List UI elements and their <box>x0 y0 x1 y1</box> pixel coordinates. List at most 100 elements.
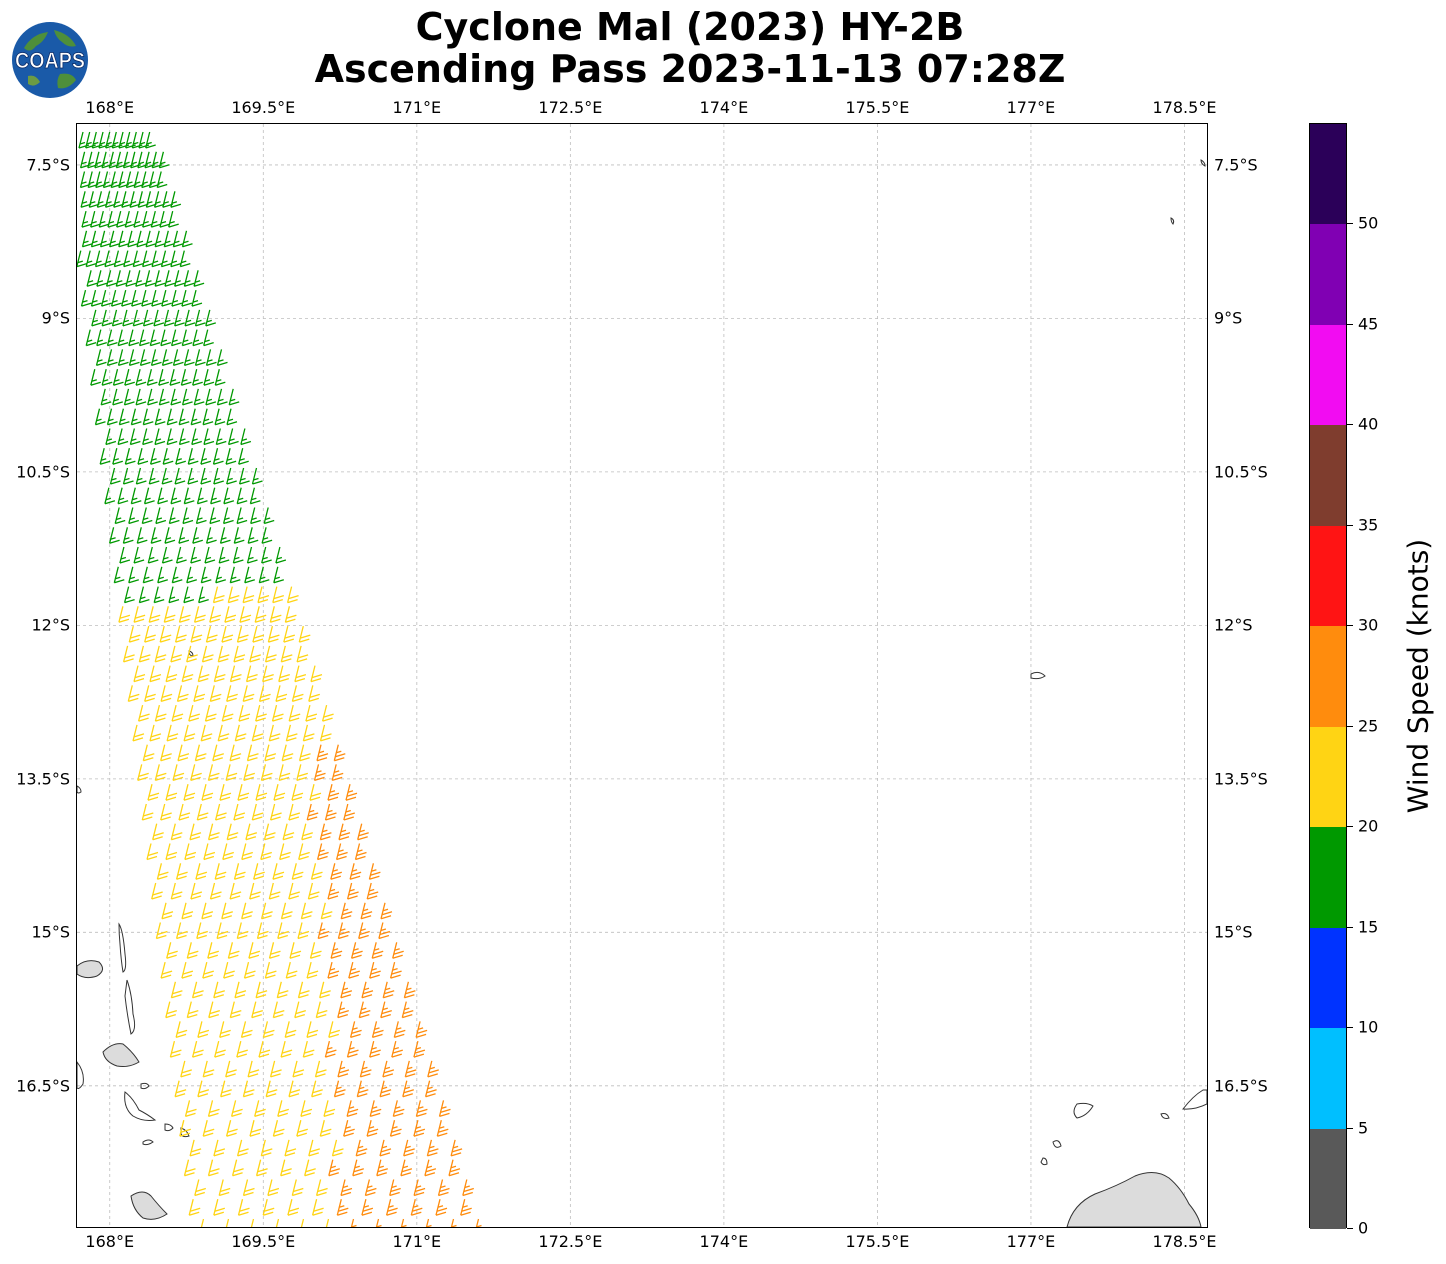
colorbar-segment <box>1310 726 1346 827</box>
wind-barb <box>415 1100 428 1118</box>
wind-barb <box>175 546 187 564</box>
wind-barb <box>85 131 96 149</box>
wind-barb <box>144 685 156 703</box>
wind-barb <box>296 1120 308 1137</box>
wind-barb <box>207 764 220 782</box>
colorbar-tick-mark <box>1347 524 1353 526</box>
wind-barb <box>320 902 333 920</box>
wind-barb <box>123 250 134 268</box>
wind-barb <box>224 606 237 623</box>
lat-tick-label-right: 13.5°S <box>1214 769 1268 789</box>
wind-barb <box>162 448 174 465</box>
wind-barb <box>327 882 340 900</box>
wind-barb <box>163 606 176 623</box>
wind-barb <box>218 546 230 564</box>
wind-barb <box>223 961 235 979</box>
lon-tick-label-top: 169.5°E <box>231 98 296 117</box>
wind-barb <box>243 961 256 979</box>
wind-barb <box>221 704 234 722</box>
wind-barb <box>233 645 246 663</box>
wind-barb <box>171 566 183 584</box>
wind-barb <box>189 1139 202 1157</box>
wind-barb <box>209 606 221 623</box>
wind-barb <box>154 428 166 446</box>
wind-barb <box>122 467 134 485</box>
wind-barb <box>234 981 247 999</box>
wind-barb <box>139 349 151 367</box>
wind-barb <box>379 1080 392 1098</box>
wind-barb <box>168 210 179 228</box>
wind-barb <box>307 882 320 900</box>
wind-barb <box>197 1080 210 1098</box>
wind-barb <box>401 1001 414 1019</box>
island-rotuma <box>1030 671 1046 680</box>
wind-barb <box>208 1001 220 1019</box>
wind-barb <box>460 1199 472 1216</box>
wind-barb <box>210 487 221 505</box>
wind-barb <box>123 388 135 406</box>
wind-barb <box>117 487 129 505</box>
wind-barb <box>330 942 343 959</box>
wind-barb <box>145 230 157 248</box>
wind-barb <box>85 329 97 347</box>
wind-barb <box>355 1139 368 1157</box>
lon-tick-label-bottom: 168°E <box>85 1232 135 1251</box>
wind-barb <box>174 1080 187 1098</box>
wind-barb <box>345 784 358 801</box>
colorbar-tick-mark <box>1347 725 1353 727</box>
wind-barb <box>212 586 225 604</box>
wind-barb <box>346 882 359 900</box>
wind-barb <box>161 902 174 920</box>
wind-barb <box>193 606 206 623</box>
wind-barb <box>228 388 240 406</box>
wind-barb <box>142 309 154 327</box>
wind-barb <box>147 784 160 801</box>
wind-barb <box>81 230 93 248</box>
wind-barb <box>130 408 142 426</box>
wind-barb <box>201 902 214 920</box>
colorbar-segment <box>1310 425 1346 526</box>
lat-tick-label-left: 7.5°S <box>26 155 70 175</box>
wind-barb <box>350 942 363 959</box>
island-espiritu-santo <box>77 960 103 979</box>
wind-barb <box>170 191 182 208</box>
wind-barb <box>161 467 173 485</box>
wind-barb <box>272 1120 285 1137</box>
wind-barb <box>165 1001 177 1019</box>
wind-barb <box>119 546 131 564</box>
wind-barb <box>272 863 285 880</box>
wind-barb <box>213 467 224 485</box>
colorbar <box>1309 123 1347 1229</box>
wind-barb <box>151 289 162 307</box>
wind-barb <box>213 665 226 683</box>
colorbar-segment <box>1310 324 1346 425</box>
wind-barb <box>113 566 125 584</box>
wind-barb <box>156 863 169 880</box>
wind-barb <box>413 1120 426 1137</box>
wind-barb <box>172 764 185 782</box>
wind-barb <box>246 744 259 762</box>
wind-barb <box>166 724 179 742</box>
wind-barb <box>149 448 161 465</box>
wind-barb <box>404 1060 417 1078</box>
wind-barb <box>278 665 290 683</box>
wind-barb <box>247 527 259 544</box>
colorbar-title: Wind Speed (knots) <box>1401 538 1435 814</box>
wind-barb <box>229 665 242 683</box>
wind-barb <box>258 566 270 584</box>
island-fiji-small-2 <box>1040 1157 1048 1166</box>
wind-barb <box>172 230 184 248</box>
wind-barb <box>279 843 291 861</box>
wind-barb <box>462 1179 474 1197</box>
colorbar-tick-label: 45 <box>1358 314 1379 333</box>
wind-barb <box>328 1159 340 1177</box>
wind-barb <box>133 665 146 683</box>
wind-barb <box>192 329 204 347</box>
island-malo <box>118 922 127 973</box>
wind-barb <box>286 586 299 604</box>
wind-barb <box>236 1139 249 1157</box>
wind-barb <box>128 625 141 643</box>
wind-barb <box>294 665 307 683</box>
wind-barb <box>319 1120 332 1137</box>
wind-barb <box>436 1120 449 1137</box>
